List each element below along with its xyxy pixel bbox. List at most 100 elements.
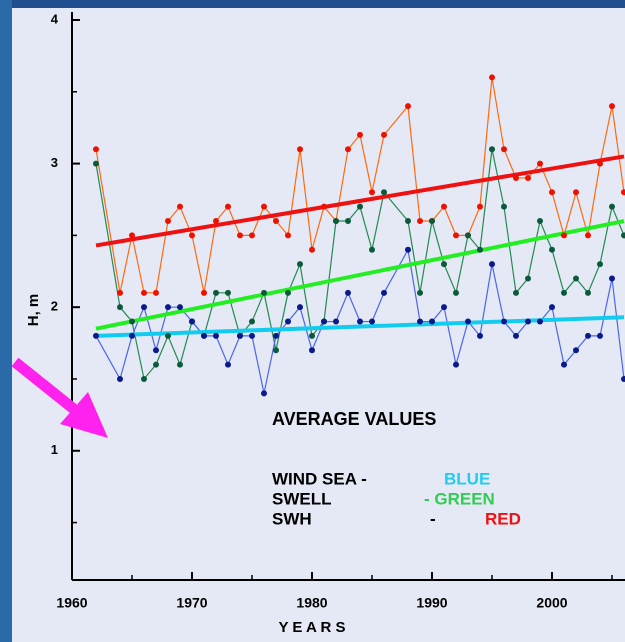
data-point xyxy=(549,189,555,195)
annotation: RED xyxy=(485,509,521,528)
data-point xyxy=(597,161,603,167)
annotation: SWELL xyxy=(272,489,332,508)
y-tick-label: 1 xyxy=(51,442,58,457)
x-tick-label: 1970 xyxy=(176,595,207,611)
data-point xyxy=(165,218,171,224)
data-point xyxy=(225,362,231,368)
data-point xyxy=(129,319,135,325)
x-tick-label: 1960 xyxy=(56,595,87,611)
x-tick-label: 1990 xyxy=(416,595,447,611)
annotation: SWH xyxy=(272,509,312,528)
data-point xyxy=(201,333,207,339)
data-point xyxy=(285,232,291,238)
data-point xyxy=(489,74,495,80)
data-point xyxy=(585,290,591,296)
data-point xyxy=(333,218,339,224)
data-point xyxy=(561,232,567,238)
data-point xyxy=(477,333,483,339)
data-point xyxy=(345,290,351,296)
data-point xyxy=(297,304,303,310)
data-point xyxy=(381,132,387,138)
data-point xyxy=(273,333,279,339)
data-point xyxy=(429,218,435,224)
data-point xyxy=(273,347,279,353)
data-point xyxy=(261,390,267,396)
data-point xyxy=(213,218,219,224)
y-tick-label: 3 xyxy=(51,155,58,170)
data-point xyxy=(441,204,447,210)
data-point xyxy=(321,319,327,325)
data-point xyxy=(141,304,147,310)
data-point xyxy=(525,175,531,181)
data-point xyxy=(609,204,615,210)
y-tick-label: 2 xyxy=(51,299,58,314)
data-point xyxy=(513,175,519,181)
data-point xyxy=(477,204,483,210)
top-strip xyxy=(0,0,625,8)
data-point xyxy=(585,232,591,238)
data-point xyxy=(381,189,387,195)
x-axis-label: Y E A R S xyxy=(279,619,346,636)
data-point xyxy=(117,376,123,382)
data-point xyxy=(561,362,567,368)
data-point xyxy=(177,362,183,368)
data-point xyxy=(93,146,99,152)
left-strip xyxy=(0,0,12,642)
data-point xyxy=(213,333,219,339)
data-point xyxy=(513,333,519,339)
annotation: - xyxy=(430,509,436,528)
data-point xyxy=(537,218,543,224)
data-point xyxy=(273,218,279,224)
data-point xyxy=(165,333,171,339)
data-point xyxy=(453,232,459,238)
data-point xyxy=(117,290,123,296)
data-point xyxy=(129,232,135,238)
chart: 123419601970198019902000 H, m Y E A R S … xyxy=(0,0,625,642)
data-point xyxy=(573,189,579,195)
data-point xyxy=(501,146,507,152)
data-point xyxy=(489,261,495,267)
data-point xyxy=(129,333,135,339)
data-point xyxy=(309,333,315,339)
data-point xyxy=(441,304,447,310)
data-point xyxy=(537,319,543,325)
data-point xyxy=(501,204,507,210)
data-point xyxy=(357,132,363,138)
data-point xyxy=(261,290,267,296)
data-point xyxy=(453,362,459,368)
data-point xyxy=(369,319,375,325)
data-point xyxy=(117,304,123,310)
data-point xyxy=(249,319,255,325)
data-point xyxy=(285,290,291,296)
data-point xyxy=(225,290,231,296)
data-point xyxy=(309,347,315,353)
data-point xyxy=(477,247,483,253)
data-point xyxy=(525,319,531,325)
data-point xyxy=(429,319,435,325)
y-axis-label: H, m xyxy=(25,294,42,327)
data-point xyxy=(381,290,387,296)
data-point xyxy=(405,218,411,224)
x-tick-label: 1980 xyxy=(296,595,327,611)
data-point xyxy=(357,319,363,325)
x-tick-label: 2000 xyxy=(536,595,567,611)
data-point xyxy=(489,146,495,152)
data-point xyxy=(189,232,195,238)
data-point xyxy=(585,333,591,339)
data-point xyxy=(417,319,423,325)
data-point xyxy=(153,347,159,353)
annotation: - GREEN xyxy=(424,489,495,508)
data-point xyxy=(237,333,243,339)
data-point xyxy=(201,290,207,296)
data-point xyxy=(369,189,375,195)
data-point xyxy=(513,290,519,296)
data-point xyxy=(597,333,603,339)
data-point xyxy=(561,290,567,296)
data-point xyxy=(225,204,231,210)
data-point xyxy=(417,290,423,296)
data-point xyxy=(345,218,351,224)
data-point xyxy=(417,218,423,224)
data-point xyxy=(333,319,339,325)
data-point xyxy=(549,304,555,310)
data-point xyxy=(165,304,171,310)
